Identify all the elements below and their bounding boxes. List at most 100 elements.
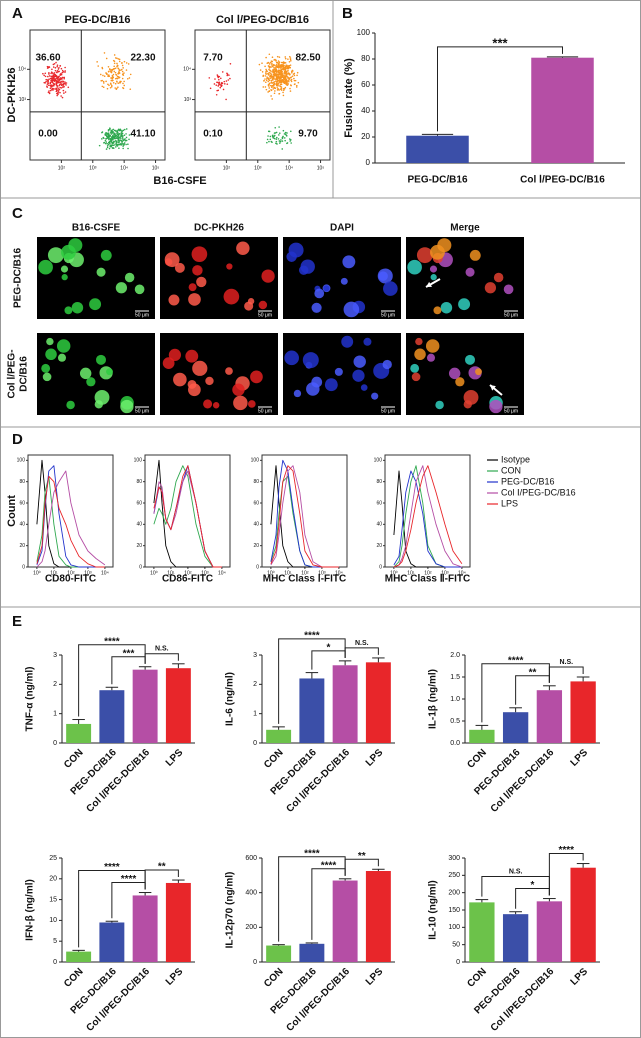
event-cloud [96,52,132,91]
event [297,81,300,84]
event [266,138,269,141]
event [116,87,118,90]
event [121,73,124,76]
y-tick-label: 60 [253,500,259,506]
event [60,67,63,70]
event [289,140,291,142]
event [272,63,275,66]
event [56,86,59,88]
event [109,82,112,85]
event [284,82,287,84]
bar [536,690,563,743]
event-cloud [266,126,292,150]
bar [570,681,596,743]
histogram-line [153,459,222,568]
y-tick-label: 20 [361,132,370,141]
y-tick-label: 40 [361,106,370,115]
event [276,66,279,69]
event [279,140,282,143]
event [267,77,270,79]
y-tick-label: 10⁴ [183,67,191,73]
panel-label: D [12,431,23,448]
event [99,73,102,76]
y-tick-label: 60 [376,500,382,506]
cell [314,288,325,299]
y-tick-label: 0 [456,959,460,966]
x-tick-label: 10¹ [407,570,415,576]
event [56,64,59,66]
event [283,61,286,64]
event [296,71,299,74]
bar [99,922,125,962]
histogram-line [153,465,222,568]
event [289,130,292,133]
event [52,74,55,77]
event [290,80,293,83]
x-tick-label: 10¹ [167,570,175,576]
cell [414,348,426,361]
event [282,73,284,75]
event [277,71,280,73]
event [278,56,281,58]
quadrant-label: 41.10 [130,129,155,140]
event [57,77,59,80]
event [264,81,267,84]
event [57,91,59,94]
event [52,77,55,80]
cell [60,265,69,273]
event [268,90,271,92]
x-tick-label: 10⁰ [390,570,398,576]
cell [168,294,180,306]
event [53,62,56,65]
event [101,131,103,134]
event [293,74,296,77]
event [280,77,282,80]
event [57,76,59,78]
event [106,133,108,135]
y-tick-label: 40 [136,522,142,528]
event [110,145,113,147]
event [280,80,283,82]
cell [334,367,343,376]
y-tick-label: 20 [49,876,57,883]
event [105,132,107,134]
event [125,128,128,130]
y-tick-label: 1.5 [450,674,460,681]
cell [196,276,207,288]
event [285,79,287,81]
x-tick-label: 10³ [441,570,449,576]
event [52,63,55,66]
event [284,67,286,69]
cell [302,352,319,369]
event [278,132,281,134]
event [52,84,55,87]
event [274,127,277,129]
histogram-line [393,465,463,568]
event [110,71,113,74]
cell [191,246,208,263]
event [61,76,64,79]
histogram-line [36,470,106,568]
event [121,77,124,80]
event [213,83,216,85]
event [114,87,116,89]
event [117,143,120,146]
event [290,142,292,144]
y-tick-label: 200 [448,890,460,897]
event [51,75,54,78]
scale-bar-label: 50 μm [258,408,272,414]
x-tick-label: 10² [223,165,231,171]
event [273,132,276,134]
event [282,89,285,92]
event [52,89,54,91]
event [275,60,277,62]
event [105,138,107,140]
cell [134,284,145,295]
cell [306,382,320,396]
event [126,77,129,80]
event [110,85,113,88]
event [120,80,122,83]
cell [225,367,233,375]
plot-frame [29,29,166,161]
y-tick-label: 0 [139,564,142,570]
